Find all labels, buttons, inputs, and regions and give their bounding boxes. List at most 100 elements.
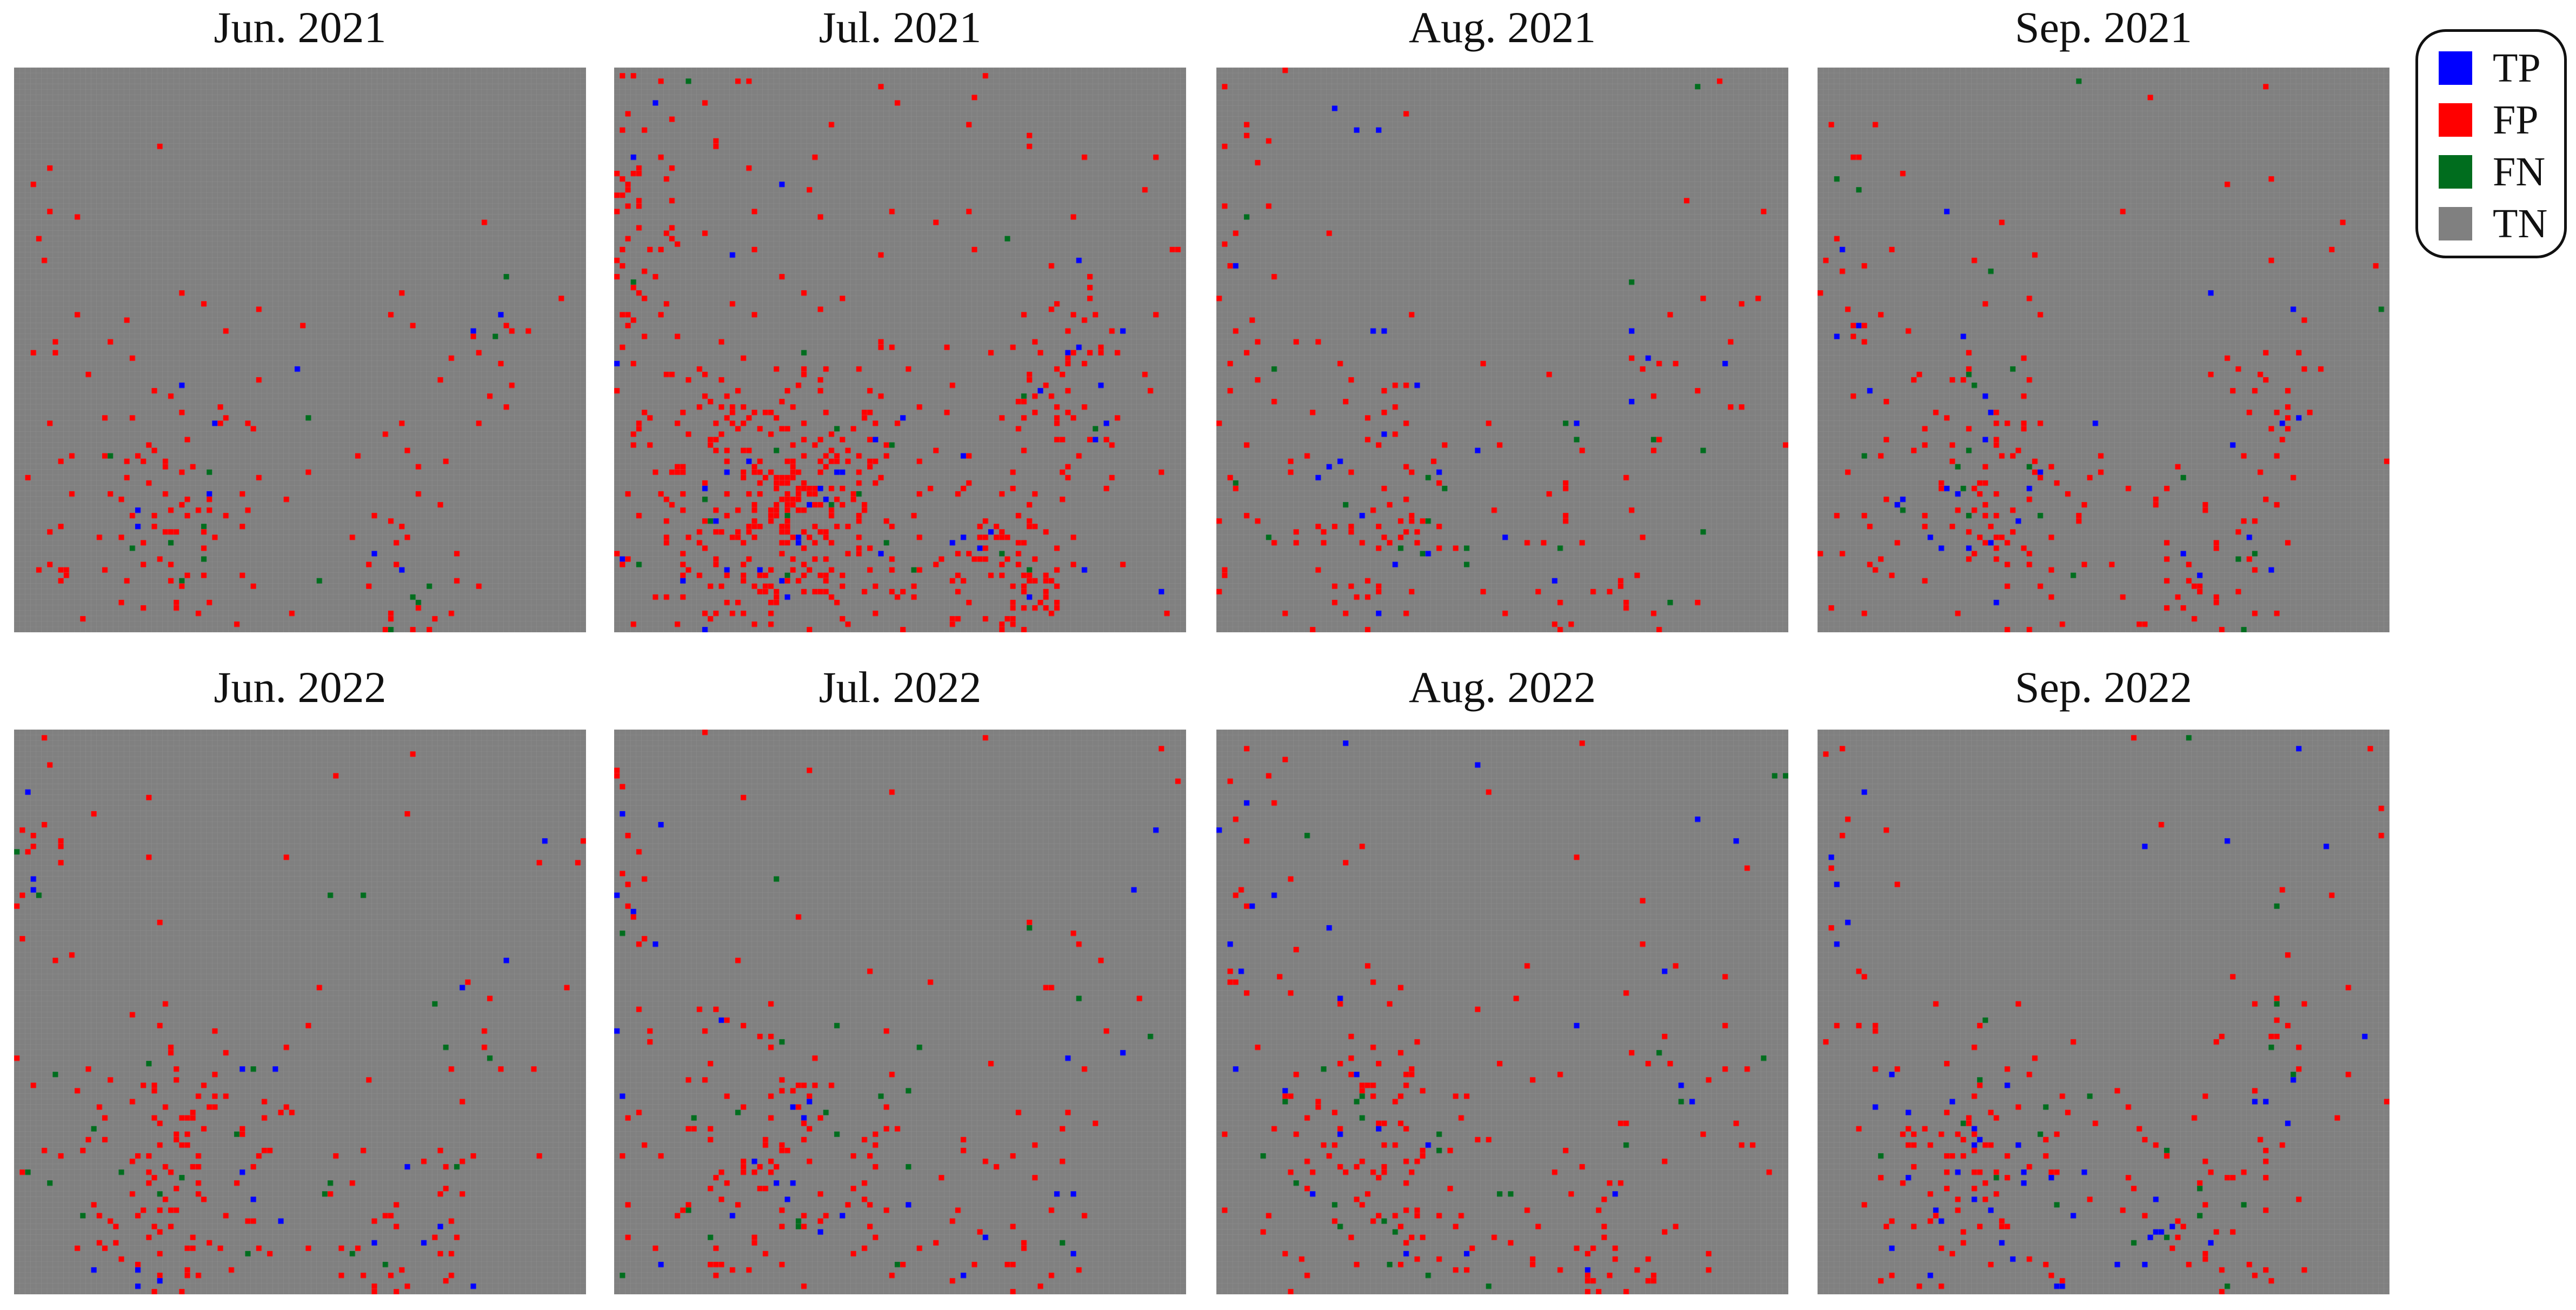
cell-tp: [2224, 838, 2231, 844]
cell-fp: [768, 512, 774, 519]
cell-fp: [812, 1082, 818, 1088]
cell-fp: [2004, 562, 2011, 567]
cell-fp: [437, 377, 443, 383]
cell-fn: [2196, 1186, 2203, 1192]
cell-fp: [52, 350, 58, 356]
cell-fp: [1043, 578, 1049, 584]
cell-fp: [1233, 485, 1239, 492]
cell-fp: [807, 626, 813, 632]
cell-fp: [536, 860, 543, 866]
cell-fp: [1695, 387, 1701, 394]
cell-fp: [779, 426, 785, 432]
cell-fn: [118, 1169, 124, 1175]
cell-fp: [558, 296, 564, 302]
cell-fp: [636, 225, 642, 231]
cell-tp: [404, 1164, 410, 1170]
cell-fp: [476, 420, 482, 426]
cell-fp: [184, 1142, 190, 1148]
cell-fp: [873, 1142, 878, 1148]
cell-fp: [2246, 556, 2253, 562]
cell-fp: [1971, 1093, 1978, 1099]
legend: TP FP FN TN: [2415, 29, 2567, 258]
cell-fp: [1304, 1115, 1310, 1121]
cell-fp: [140, 562, 147, 567]
cell-fp: [1266, 203, 1272, 209]
cell-fp: [1004, 534, 1010, 540]
cell-fp: [774, 474, 780, 481]
cell-fn: [1463, 562, 1470, 567]
cell-fp: [410, 626, 416, 632]
cell-fp: [118, 496, 124, 503]
cell-tp: [2279, 420, 2286, 426]
cell-fp: [636, 512, 642, 519]
cell-fp: [724, 1017, 730, 1023]
cell-fp: [1673, 360, 1679, 367]
cell-fn: [620, 1272, 625, 1279]
cell-fp: [828, 540, 835, 546]
cell-fp: [1293, 1131, 1299, 1138]
cell-fp: [1293, 529, 1299, 535]
cell-tp: [1988, 540, 1994, 546]
cell-fp: [1054, 567, 1060, 573]
cell-fp: [261, 1147, 268, 1154]
cell-fp: [448, 1218, 455, 1224]
cell-tp: [653, 941, 658, 947]
cell-fp: [30, 1082, 37, 1088]
cell-fp: [784, 491, 790, 497]
cell-tp: [2081, 1169, 2087, 1175]
cell-fp: [762, 589, 769, 595]
cell-tp: [1076, 344, 1082, 350]
cell-fp: [641, 333, 648, 339]
cell-fp: [1288, 1288, 1294, 1294]
cell-fp: [625, 1115, 631, 1121]
cell-fp: [801, 1224, 807, 1229]
cell-fp: [1271, 540, 1277, 546]
cell-fn: [685, 1207, 691, 1213]
cell-fp: [184, 1272, 190, 1279]
cell-tp: [157, 1278, 163, 1284]
cell-fp: [724, 393, 730, 399]
cell-fp: [856, 512, 862, 519]
cell-fp: [658, 312, 664, 318]
cell-tp: [751, 1158, 757, 1165]
cell-tp: [614, 360, 620, 367]
cell-fn: [305, 415, 311, 421]
cell-fp: [283, 1104, 290, 1110]
cell-tp: [1337, 1131, 1343, 1138]
cell-fp: [195, 1153, 202, 1159]
cell-fp: [685, 1202, 691, 1208]
cell-fp: [1370, 1093, 1376, 1099]
cell-fp: [69, 491, 75, 497]
cell-fp: [1993, 1169, 2000, 1175]
cell-fn: [201, 524, 207, 530]
cell-fp: [1436, 545, 1442, 551]
cell-fp: [2087, 474, 2093, 481]
cell-fp: [873, 1164, 878, 1170]
cell-fp: [801, 453, 807, 459]
cell-fp: [201, 1197, 207, 1202]
cell-fp: [845, 1202, 851, 1208]
cell-fp: [2015, 447, 2021, 453]
cell-fn: [1486, 1283, 1492, 1289]
cell-fp: [938, 1174, 944, 1181]
cell-fp: [47, 209, 53, 215]
cell-fp: [1103, 437, 1109, 443]
cell-fp: [1376, 442, 1382, 448]
cell-fp: [256, 1245, 262, 1252]
cell-fp: [790, 567, 796, 573]
cell-fp: [1612, 1245, 1619, 1252]
cell-fp: [861, 1245, 868, 1252]
cell-fp: [762, 572, 769, 578]
cell-fp: [1337, 1164, 1343, 1170]
cell-fp: [795, 469, 802, 476]
cell-fp: [1623, 990, 1629, 996]
cell-fp: [774, 594, 780, 600]
cell-fp: [96, 1104, 103, 1110]
cell-fp: [1695, 599, 1701, 606]
cell-fp: [663, 371, 670, 378]
cell-fp: [949, 382, 956, 389]
cell-tp: [371, 1240, 377, 1246]
cell-fp: [289, 1110, 295, 1115]
cell-fp: [735, 534, 741, 540]
cell-fp: [448, 1272, 455, 1279]
